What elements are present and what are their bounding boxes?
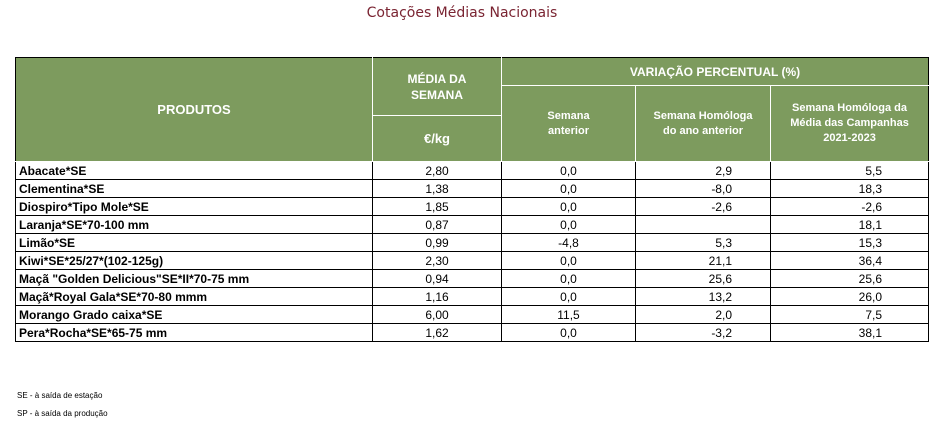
cell-semana-homologa: 21,1 bbox=[635, 251, 771, 270]
cell-media-campanhas: 38,1 bbox=[769, 323, 930, 342]
cell-media-campanhas: 15,3 bbox=[769, 233, 930, 252]
cell-produto: Abacate*SE bbox=[15, 161, 373, 180]
table-row: Maçã "Golden Delicious"SE*II*70-75 mm 0,9… bbox=[15, 269, 930, 288]
cell-produto: Diospiro*Tipo Mole*SE bbox=[15, 197, 373, 216]
cell-produto: Limão*SE bbox=[15, 233, 373, 252]
cell-media-campanhas: 36,4 bbox=[769, 251, 930, 270]
table-row: Morango Grado caixa*SE 6,00 11,5 2,0 7,5 bbox=[15, 305, 930, 324]
header-sub2-line2: do ano anterior bbox=[662, 124, 744, 137]
cell-media-campanhas: -2,6 bbox=[769, 197, 930, 216]
cell-media: 1,62 bbox=[372, 323, 502, 342]
cell-media: 6,00 bbox=[372, 305, 502, 324]
cell-produto: Laranja*SE*70-100 mm bbox=[15, 215, 373, 234]
cell-semana-homologa: 2,0 bbox=[635, 305, 771, 324]
cell-media-campanhas: 18,1 bbox=[769, 215, 930, 234]
cell-media-campanhas: 5,5 bbox=[769, 161, 930, 180]
cell-media: 2,30 bbox=[372, 251, 502, 270]
header-media-line2: SEMANA bbox=[410, 87, 463, 102]
header-sub2-line1: Semana Homóloga bbox=[653, 109, 753, 122]
cell-produto: Pera*Rocha*SE*65-75 mm bbox=[15, 323, 373, 342]
cell-semana-anterior: 0,0 bbox=[501, 251, 636, 270]
page-title: Cotações Médias Nacionais bbox=[366, 5, 558, 21]
cell-media-campanhas: 26,0 bbox=[769, 287, 930, 306]
cell-produto: Maçã*Royal Gala*SE*70-80 mmm bbox=[15, 287, 373, 306]
cell-media: 1,16 bbox=[372, 287, 502, 306]
cell-semana-anterior: -4,8 bbox=[501, 233, 636, 252]
cell-semana-anterior: 0,0 bbox=[501, 197, 636, 216]
cell-media: 0,94 bbox=[372, 269, 502, 288]
header-sub3-line2: Média das Campanhas bbox=[790, 117, 909, 129]
header-media-line1: MÉDIA DA bbox=[407, 71, 467, 86]
cell-media: 1,85 bbox=[372, 197, 502, 216]
cell-semana-anterior: 0,0 bbox=[501, 269, 636, 288]
cell-media: 2,80 bbox=[372, 161, 502, 180]
table-row: Kiwi*SE*25/27*(102-125g) 2,30 0,0 21,1 36,4 bbox=[15, 251, 930, 270]
cell-semana-homologa: 5,3 bbox=[635, 233, 771, 252]
header-sub1-line1: Semana bbox=[547, 109, 590, 122]
table-row: Pera*Rocha*SE*65-75 mm 1,62 0,0 -3,2 38,1 bbox=[15, 323, 930, 342]
header-semana-anterior: Semana anterior bbox=[501, 85, 636, 162]
cell-semana-anterior: 0,0 bbox=[501, 323, 636, 342]
cell-produto: Morango Grado caixa*SE bbox=[15, 305, 373, 324]
cell-semana-anterior: 0,0 bbox=[501, 215, 636, 234]
header-unit: €/kg bbox=[372, 115, 502, 162]
cell-produto: Clementina*SE bbox=[15, 179, 373, 198]
cell-produto: Maçã "Golden Delicious"SE*II*70-75 mm bbox=[15, 269, 373, 288]
cell-media-campanhas: 18,3 bbox=[769, 179, 930, 198]
table-row: Abacate*SE 2,80 0,0 2,9 5,5 bbox=[15, 161, 930, 180]
header-variacao: VARIAÇÃO PERCENTUAL (%) bbox=[500, 57, 930, 86]
table-row: Laranja*SE*70-100 mm 0,87 0,0 18,1 bbox=[15, 215, 930, 234]
table-row: Diospiro*Tipo Mole*SE 1,85 0,0 -2,6 -2,6 bbox=[15, 197, 930, 216]
cell-semana-anterior: 11,5 bbox=[501, 305, 636, 324]
cell-semana-anterior: 0,0 bbox=[501, 161, 636, 180]
prices-table: PRODUTOS MÉDIA DA SEMANA VARIAÇÃO PERCEN… bbox=[15, 57, 930, 342]
header-sub3-line1: Semana Homóloga da bbox=[792, 102, 907, 114]
header-semana-homologa: Semana Homóloga do ano anterior bbox=[635, 85, 771, 162]
cell-semana-homologa: 13,2 bbox=[635, 287, 771, 306]
table-row: Maçã*Royal Gala*SE*70-80 mmm 1,16 0,0 13,2 2… bbox=[15, 287, 930, 306]
header-produtos: PRODUTOS bbox=[15, 57, 373, 162]
cell-semana-homologa: -8,0 bbox=[635, 179, 771, 198]
cell-media-campanhas: 25,6 bbox=[769, 269, 930, 288]
header-media-campanhas: Semana Homóloga da Média das Campanhas 2… bbox=[769, 85, 930, 162]
cell-semana-homologa: -2,6 bbox=[635, 197, 771, 216]
table-row: Limão*SE 0,99 -4,8 5,3 15,3 bbox=[15, 233, 930, 252]
header-sub3-line3: 2021-2023 bbox=[823, 132, 876, 144]
header-media-semana: MÉDIA DA SEMANA bbox=[372, 57, 502, 116]
note-sp: SP - à saída da produção bbox=[17, 409, 108, 418]
note-se: SE - à saída de estação bbox=[17, 391, 103, 400]
cell-semana-anterior: 0,0 bbox=[501, 287, 636, 306]
cell-semana-homologa: 25,6 bbox=[635, 269, 771, 288]
cell-semana-homologa bbox=[635, 215, 771, 234]
cell-media: 1,38 bbox=[372, 179, 502, 198]
cell-semana-anterior: 0,0 bbox=[501, 179, 636, 198]
cell-media: 0,99 bbox=[372, 233, 502, 252]
cell-semana-homologa: 2,9 bbox=[635, 161, 771, 180]
cell-media-campanhas: 7,5 bbox=[769, 305, 930, 324]
table-row: Clementina*SE 1,38 0,0 -8,0 18,3 bbox=[15, 179, 930, 198]
header-sub1-line2: anterior bbox=[548, 124, 589, 137]
cell-produto: Kiwi*SE*25/27*(102-125g) bbox=[15, 251, 373, 270]
cell-media: 0,87 bbox=[372, 215, 502, 234]
cell-semana-homologa: -3,2 bbox=[635, 323, 771, 342]
table-body: Abacate*SE 2,80 0,0 2,9 5,5 Clementina*SE 1,38… bbox=[15, 161, 930, 342]
